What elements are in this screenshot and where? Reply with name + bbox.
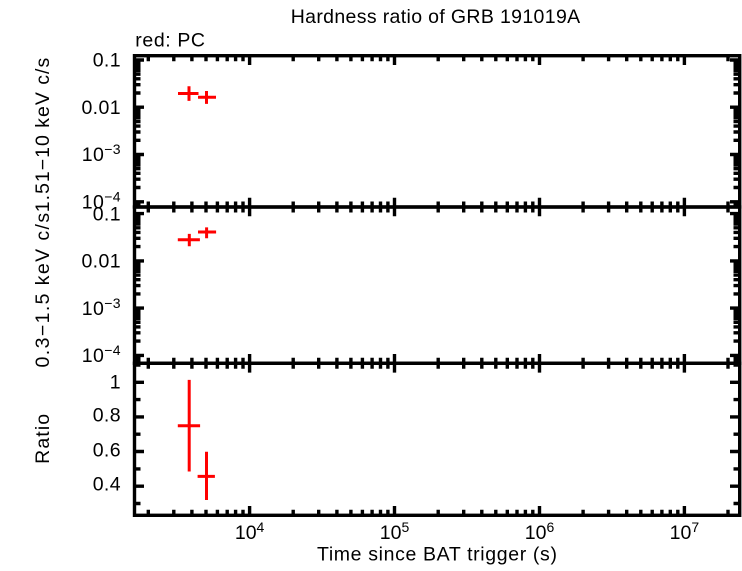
svg-text:1.51−10 keV c/s: 1.51−10 keV c/s [32,57,54,212]
svg-text:10−4: 10−4 [82,188,121,213]
svg-text:0.01: 0.01 [81,251,121,273]
svg-text:Time since BAT trigger (s): Time since BAT trigger (s) [317,544,558,566]
svg-text:0.01: 0.01 [81,97,121,119]
svg-text:Ratio: Ratio [32,413,54,464]
svg-text:Hardness ratio of GRB 191019A: Hardness ratio of GRB 191019A [291,6,581,28]
svg-text:0.8: 0.8 [93,404,121,426]
svg-text:0.1: 0.1 [93,50,121,72]
svg-text:0.6: 0.6 [93,440,121,462]
svg-text:red: PC: red: PC [135,30,205,52]
svg-text:0.1: 0.1 [93,203,121,225]
svg-text:0.3−1.5 keV c/s: 0.3−1.5 keV c/s [32,212,54,368]
svg-text:0.4: 0.4 [93,473,121,495]
svg-text:1: 1 [110,372,121,394]
